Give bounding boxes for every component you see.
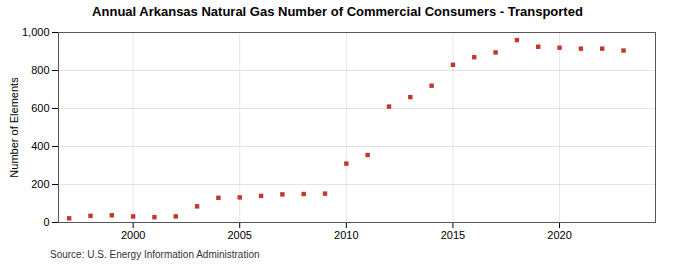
svg-text:2015: 2015	[441, 229, 465, 241]
svg-text:200: 200	[31, 178, 49, 190]
html-text:Source: U.S. Energy Informatio: Source: U.S. Energy Information Administ…	[50, 249, 260, 260]
svg-text:400: 400	[31, 140, 49, 152]
svg-text:2020: 2020	[547, 229, 571, 241]
svg-text:600: 600	[31, 102, 49, 114]
svg-text:2000: 2000	[121, 229, 145, 241]
svg-text:2005: 2005	[227, 229, 251, 241]
html-text:Annual Arkansas Natural Gas Nu: Annual Arkansas Natural Gas Number of Co…	[92, 4, 583, 19]
svg-text:2010: 2010	[334, 229, 358, 241]
svg-text:0: 0	[43, 216, 49, 228]
svg-text:1,000: 1,000	[22, 26, 50, 38]
svg-text:800: 800	[31, 64, 49, 76]
svg-text:Number of Elements: Number of Elements	[8, 77, 20, 178]
